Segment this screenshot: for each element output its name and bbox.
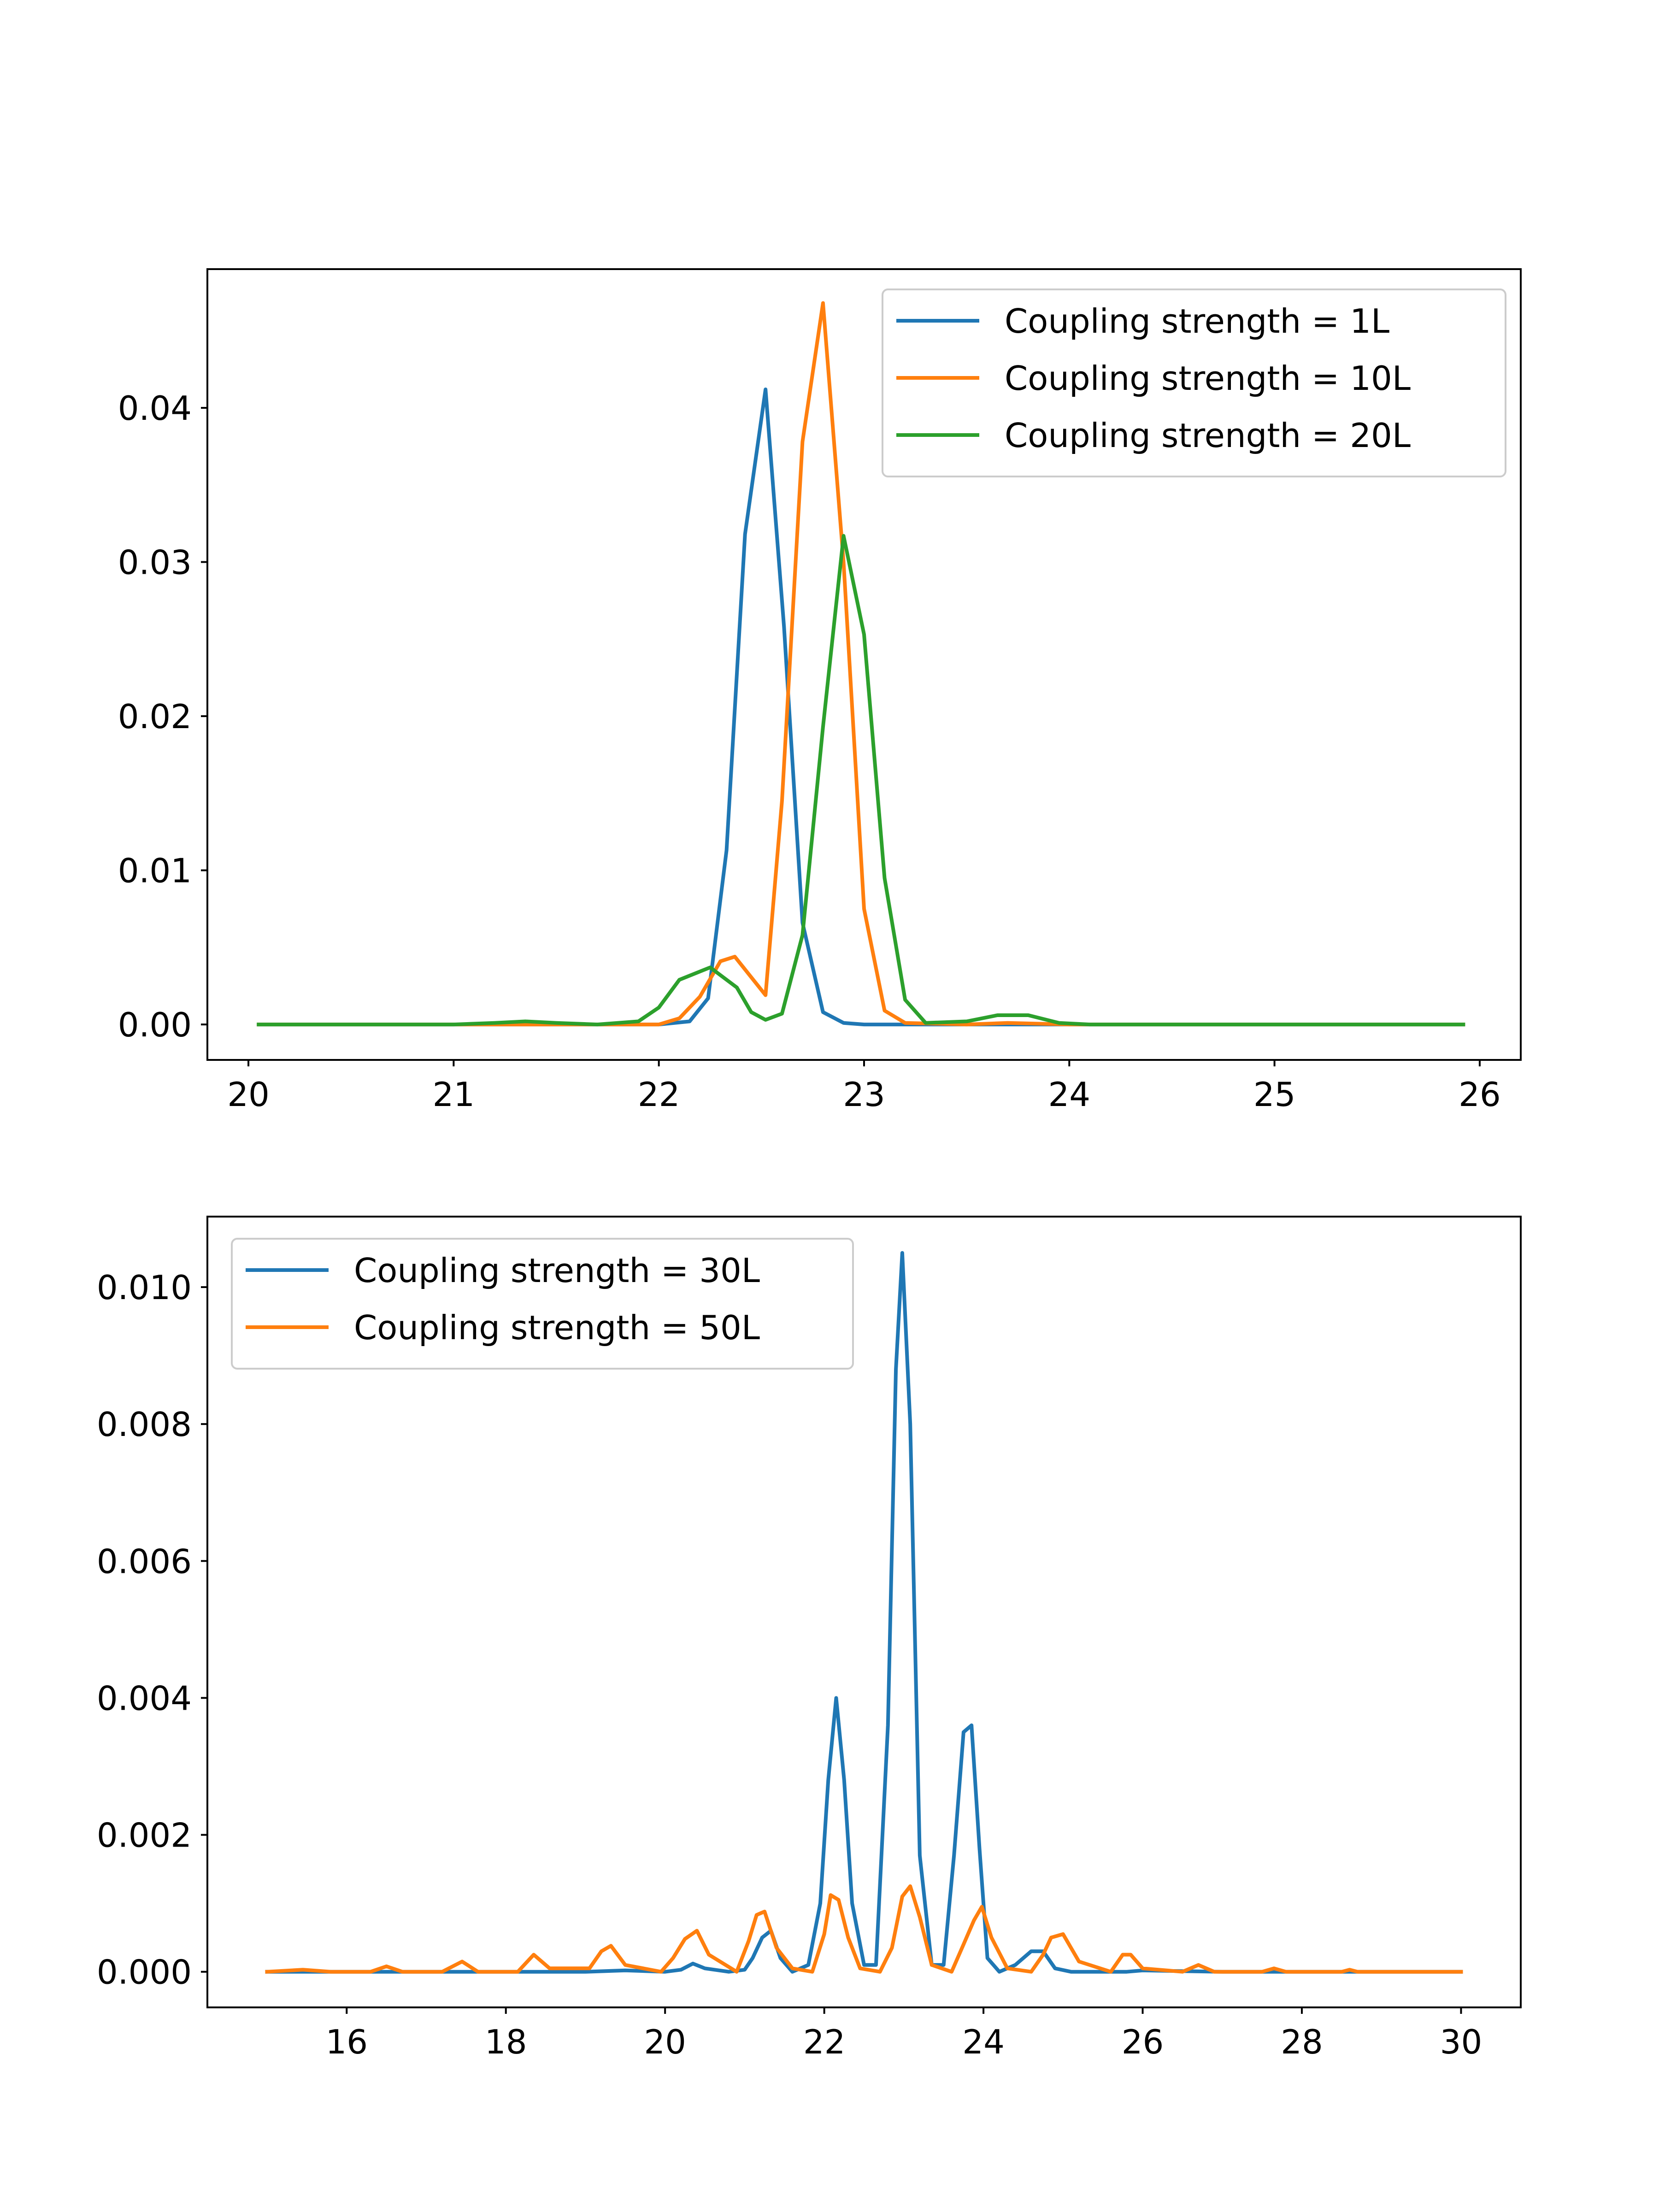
- top-xtick-label: 25: [1253, 1075, 1296, 1114]
- top-xtick-label: 23: [843, 1075, 885, 1114]
- top-xtick-label: 21: [433, 1075, 475, 1114]
- bottom-xtick-label: 24: [962, 2023, 1005, 2061]
- top-axes-frame: [206, 268, 1522, 1061]
- top-xtick-label: 22: [638, 1075, 680, 1114]
- bottom-legend-box: [231, 1238, 854, 1370]
- top-ytick-label: 0.02: [118, 697, 192, 736]
- bottom-ytick-label: 0.002: [97, 1816, 192, 1855]
- top-ytick-label: 0.00: [118, 1006, 192, 1044]
- top-legend-label-2: Coupling strength = 10L: [1005, 359, 1411, 398]
- top-ytick-label: 0.04: [118, 389, 192, 428]
- bottom-xtick-label: 20: [644, 2023, 686, 2061]
- top-legend: Coupling strength = 1L Coupling strength …: [882, 288, 1506, 477]
- bottom-xtick-label: 28: [1281, 2023, 1323, 2061]
- top-xtick-label: 24: [1048, 1075, 1091, 1114]
- bottom-axes-plot-area: [265, 1251, 1463, 1974]
- top-ytick-label: 0.03: [118, 543, 192, 582]
- bottom-ytick-label: 0.000: [97, 1953, 192, 1992]
- top-legend-label-3: Coupling strength = 20L: [1005, 416, 1411, 455]
- bottom-axes: 16 18 20 22 24 26 28 30 0.000 0.002 0.004 0.006 0.00…: [97, 1216, 1522, 2061]
- top-series-line-3: [257, 534, 1465, 1027]
- bottom-ytick-label: 0.010: [97, 1268, 192, 1307]
- bottom-axes-ticks: 16 18 20 22 24 26 28 30 0.000 0.002 0.004 0.006 0.00…: [97, 1268, 1482, 2061]
- bottom-xtick-label: 18: [485, 2023, 527, 2061]
- top-axes-ticks: 20 21 22 23 24 25 26 0.00 0.01 0.02 0.03 0.04: [118, 389, 1501, 1114]
- bottom-series-line-2: [265, 1884, 1463, 1974]
- bottom-xtick-label: 26: [1122, 2023, 1164, 2061]
- bottom-legend: Coupling strength = 30L Coupling strength…: [231, 1238, 854, 1370]
- bottom-ytick-label: 0.006: [97, 1542, 192, 1581]
- top-legend-label-1: Coupling strength = 1L: [1005, 302, 1389, 341]
- top-legend-box: [882, 288, 1506, 477]
- top-xtick-label: 20: [227, 1075, 270, 1114]
- bottom-ytick-label: 0.004: [97, 1679, 192, 1718]
- bottom-xtick-label: 22: [803, 2023, 846, 2061]
- bottom-ytick-label: 0.008: [97, 1405, 192, 1444]
- top-xtick-label: 26: [1459, 1075, 1501, 1114]
- bottom-legend-label-2: Coupling strength = 50L: [354, 1308, 760, 1347]
- bottom-xtick-label: 30: [1440, 2023, 1483, 2061]
- bottom-legend-label-1: Coupling strength = 30L: [354, 1251, 760, 1290]
- bottom-axes-frame: [206, 1216, 1522, 2008]
- top-axes: 20 21 22 23 24 25 26 0.00 0.01 0.02 0.03 0.04 Coupl…: [118, 268, 1522, 1114]
- bottom-xtick-label: 16: [325, 2023, 368, 2061]
- top-ytick-label: 0.01: [118, 852, 192, 890]
- top-series-line-2: [257, 301, 1465, 1027]
- top-axes-plot-area: [257, 301, 1465, 1027]
